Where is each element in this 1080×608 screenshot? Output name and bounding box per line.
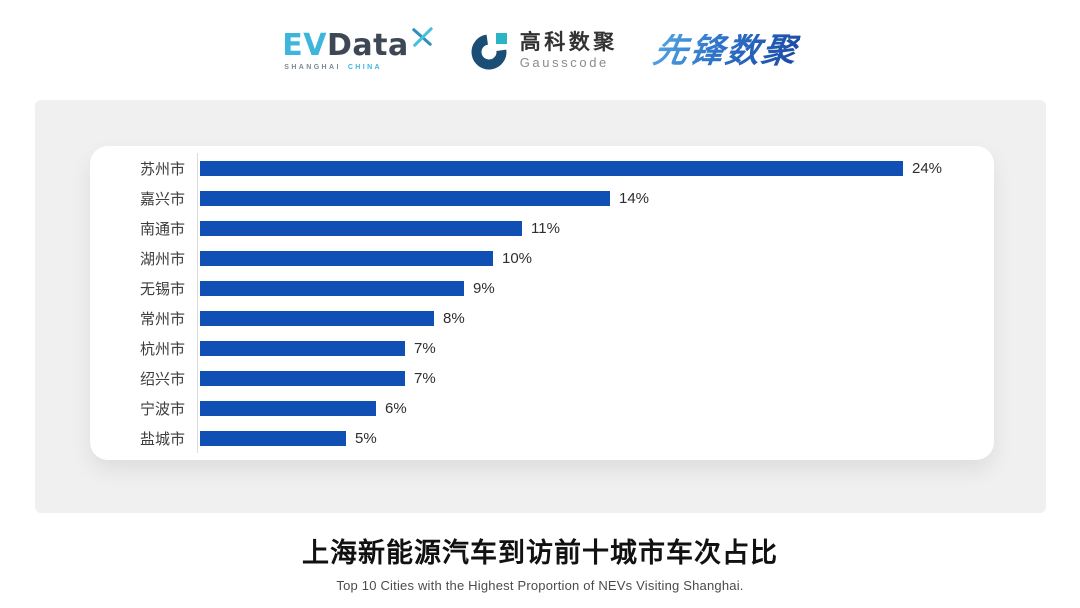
value-label: 5% — [355, 429, 377, 447]
category-label: 常州市 — [139, 310, 185, 328]
bar — [200, 250, 493, 266]
bar-track: 8% — [197, 303, 994, 333]
bar — [200, 310, 434, 326]
bar-track: 7% — [197, 333, 994, 363]
evdata-logo: EV Data SHANGHAI CHINA — [282, 27, 433, 71]
bar-row: 嘉兴市 14% — [90, 183, 994, 213]
bar-track: 24% — [197, 153, 994, 183]
evdata-sub-shanghai: SHANGHAI — [284, 64, 341, 71]
bar-chart: 苏州市 24% 嘉兴市 14% 南通市 11% 湖州市 10% 无锡市 9% 常州市 8% 杭州市 7% 绍… — [90, 153, 994, 453]
pioneer-logo: 先锋数聚 — [650, 31, 802, 71]
bar — [200, 160, 903, 176]
category-label: 杭州市 — [139, 340, 185, 358]
evdata-data-text: Data — [326, 28, 409, 63]
value-label: 11% — [531, 219, 560, 237]
value-label: 7% — [414, 339, 436, 357]
evdata-subtitle: SHANGHAI CHINA — [284, 64, 382, 71]
bar-track: 9% — [197, 273, 994, 303]
value-label: 9% — [473, 279, 495, 297]
value-label: 14% — [619, 189, 650, 207]
bar-row: 苏州市 24% — [90, 153, 994, 183]
category-label: 宁波市 — [139, 400, 185, 418]
value-label: 6% — [385, 399, 407, 417]
bar-row: 绍兴市 7% — [90, 363, 994, 393]
bar-row: 南通市 11% — [90, 213, 994, 243]
bar-row: 无锡市 9% — [90, 273, 994, 303]
value-label: 7% — [414, 369, 436, 387]
bar-row: 杭州市 7% — [90, 333, 994, 363]
bar — [200, 370, 405, 386]
category-label: 无锡市 — [139, 280, 185, 298]
category-label: 盐城市 — [139, 430, 185, 448]
bar-row: 盐城市 5% — [90, 423, 994, 453]
evdata-x-icon — [411, 23, 433, 53]
value-label: 10% — [502, 249, 533, 267]
bar-row: 湖州市 10% — [90, 243, 994, 273]
chart-subtitle: Top 10 Cities with the Highest Proportio… — [336, 578, 744, 593]
caption-block: 上海新能源汽车到访前十城市车次占比 Top 10 Cities with the… — [0, 531, 1080, 593]
bar-row: 常州市 8% — [90, 303, 994, 333]
chart-card: 苏州市 24% 嘉兴市 14% 南通市 11% 湖州市 10% 无锡市 9% 常州市 8% 杭州市 7% 绍… — [90, 146, 994, 460]
gausscode-cn-text: 高科数聚 — [519, 31, 618, 55]
bar-track: 6% — [197, 393, 994, 423]
bar — [200, 430, 346, 446]
category-label: 苏州市 — [139, 160, 185, 178]
value-label: 24% — [912, 159, 943, 177]
bar-track: 11% — [197, 213, 994, 243]
pioneer-cn-text: 先锋数聚 — [650, 31, 802, 71]
category-label: 绍兴市 — [139, 370, 185, 388]
brand-header: EV Data SHANGHAI CHINA — [0, 20, 1080, 82]
bar-row: 宁波市 6% — [90, 393, 994, 423]
bar-track: 7% — [197, 363, 994, 393]
bar — [200, 400, 376, 416]
bar-track: 5% — [197, 423, 994, 453]
gausscode-en-text: Gausscode — [519, 55, 609, 71]
chart-title: 上海新能源汽车到访前十城市车次占比 — [302, 538, 778, 568]
bar — [200, 190, 610, 206]
category-label: 南通市 — [139, 220, 185, 238]
category-label: 嘉兴市 — [139, 190, 185, 208]
bar — [200, 340, 405, 356]
bar — [200, 280, 464, 296]
category-label: 湖州市 — [139, 250, 185, 268]
gausscode-wordmark: 高科数聚 Gausscode — [520, 31, 618, 70]
evdata-wordmark: EV Data — [282, 27, 433, 63]
evdata-sub-china: CHINA — [347, 64, 382, 71]
gausscode-g-icon — [469, 27, 511, 76]
gausscode-logo: 高科数聚 Gausscode — [469, 27, 618, 76]
bar-track: 14% — [197, 183, 994, 213]
value-label: 8% — [443, 309, 465, 327]
chart-panel: 苏州市 24% 嘉兴市 14% 南通市 11% 湖州市 10% 无锡市 9% 常州市 8% 杭州市 7% 绍… — [35, 100, 1046, 513]
bar — [200, 220, 522, 236]
evdata-ev-text: EV — [282, 28, 327, 63]
bar-track: 10% — [197, 243, 994, 273]
